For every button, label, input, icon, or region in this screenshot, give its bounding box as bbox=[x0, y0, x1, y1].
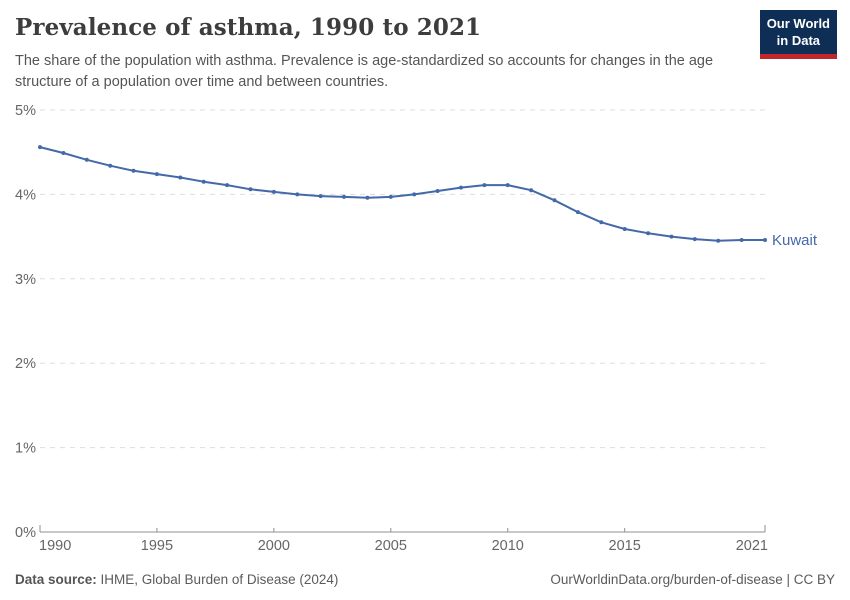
x-axis-label: 2015 bbox=[609, 538, 641, 554]
credit-url-link[interactable]: OurWorldinData.org/burden-of-disease bbox=[550, 572, 783, 587]
data-point[interactable] bbox=[225, 183, 230, 188]
data-point[interactable] bbox=[365, 195, 370, 200]
x-axis-label: 2000 bbox=[258, 538, 290, 554]
data-point[interactable] bbox=[318, 194, 323, 199]
chart-footer: Data source: IHME, Global Burden of Dise… bbox=[15, 572, 835, 587]
data-point[interactable] bbox=[435, 189, 440, 193]
y-axis-label: 3% bbox=[15, 272, 36, 288]
data-point[interactable] bbox=[646, 231, 651, 236]
data-point[interactable] bbox=[271, 189, 276, 194]
data-point[interactable] bbox=[295, 192, 300, 197]
page-title: Prevalence of asthma, 1990 to 2021 bbox=[15, 14, 482, 41]
x-axis-label: 1990 bbox=[39, 538, 71, 554]
chart-canvas[interactable]: 0% 1% 2% 3% 4% 5% 1990 1995 2000 2005 2010 2015 2021… bbox=[0, 95, 850, 565]
x-axis-label: 1995 bbox=[141, 538, 173, 554]
owid-logo-line2: in Data bbox=[776, 32, 821, 48]
data-point[interactable] bbox=[178, 175, 183, 180]
data-point[interactable] bbox=[763, 238, 767, 242]
data-point[interactable] bbox=[716, 238, 721, 243]
data-point[interactable] bbox=[739, 238, 744, 242]
data-point[interactable] bbox=[482, 183, 487, 188]
data-point[interactable] bbox=[669, 234, 674, 239]
chart-subtitle: The share of the population with asthma.… bbox=[15, 53, 714, 91]
data-point[interactable] bbox=[529, 188, 534, 193]
data-point[interactable] bbox=[201, 179, 206, 184]
x-axis-label: 2021 bbox=[736, 538, 768, 554]
owid-logo[interactable]: Our World in Data bbox=[759, 10, 837, 59]
series-line-kuwait[interactable] bbox=[39, 146, 765, 242]
data-point[interactable] bbox=[38, 145, 42, 150]
data-point[interactable] bbox=[459, 185, 463, 190]
data-point[interactable] bbox=[692, 237, 697, 242]
data-point[interactable] bbox=[154, 172, 159, 177]
y-axis-label: 1% bbox=[15, 441, 36, 457]
y-axis-label: 4% bbox=[15, 187, 36, 203]
data-point[interactable] bbox=[248, 187, 253, 192]
data-point[interactable] bbox=[552, 198, 557, 203]
credit-note: OurWorldinData.org/burden-of-disease | C… bbox=[550, 572, 835, 587]
y-axis-label: 5% bbox=[15, 103, 36, 119]
data-point[interactable] bbox=[599, 220, 604, 225]
data-point[interactable] bbox=[61, 151, 66, 155]
owid-logo-line1: Our World bbox=[766, 16, 830, 31]
data-point[interactable] bbox=[84, 157, 89, 162]
data-source-label: Data source: bbox=[15, 572, 97, 587]
data-point[interactable] bbox=[342, 194, 346, 199]
data-point[interactable] bbox=[388, 194, 393, 199]
y-axis-label: 0% bbox=[15, 525, 36, 541]
data-point[interactable] bbox=[108, 163, 113, 168]
data-point[interactable] bbox=[505, 183, 510, 188]
x-axis-label: 2010 bbox=[492, 538, 524, 554]
y-axis-label: 2% bbox=[15, 356, 36, 372]
data-point[interactable] bbox=[575, 210, 580, 215]
data-source-note: Data source: IHME, Global Burden of Dise… bbox=[15, 572, 338, 587]
credit-license-link[interactable]: CC BY bbox=[793, 572, 835, 587]
series-label-kuwait[interactable]: Kuwait bbox=[772, 232, 818, 249]
data-point[interactable] bbox=[412, 192, 417, 197]
data-source-value: IHME, Global Burden of Disease (2024) bbox=[96, 572, 339, 587]
credit-separator: | bbox=[782, 572, 794, 587]
x-axis-label: 2005 bbox=[375, 538, 407, 554]
data-point[interactable] bbox=[622, 227, 627, 231]
data-point[interactable] bbox=[131, 168, 136, 173]
